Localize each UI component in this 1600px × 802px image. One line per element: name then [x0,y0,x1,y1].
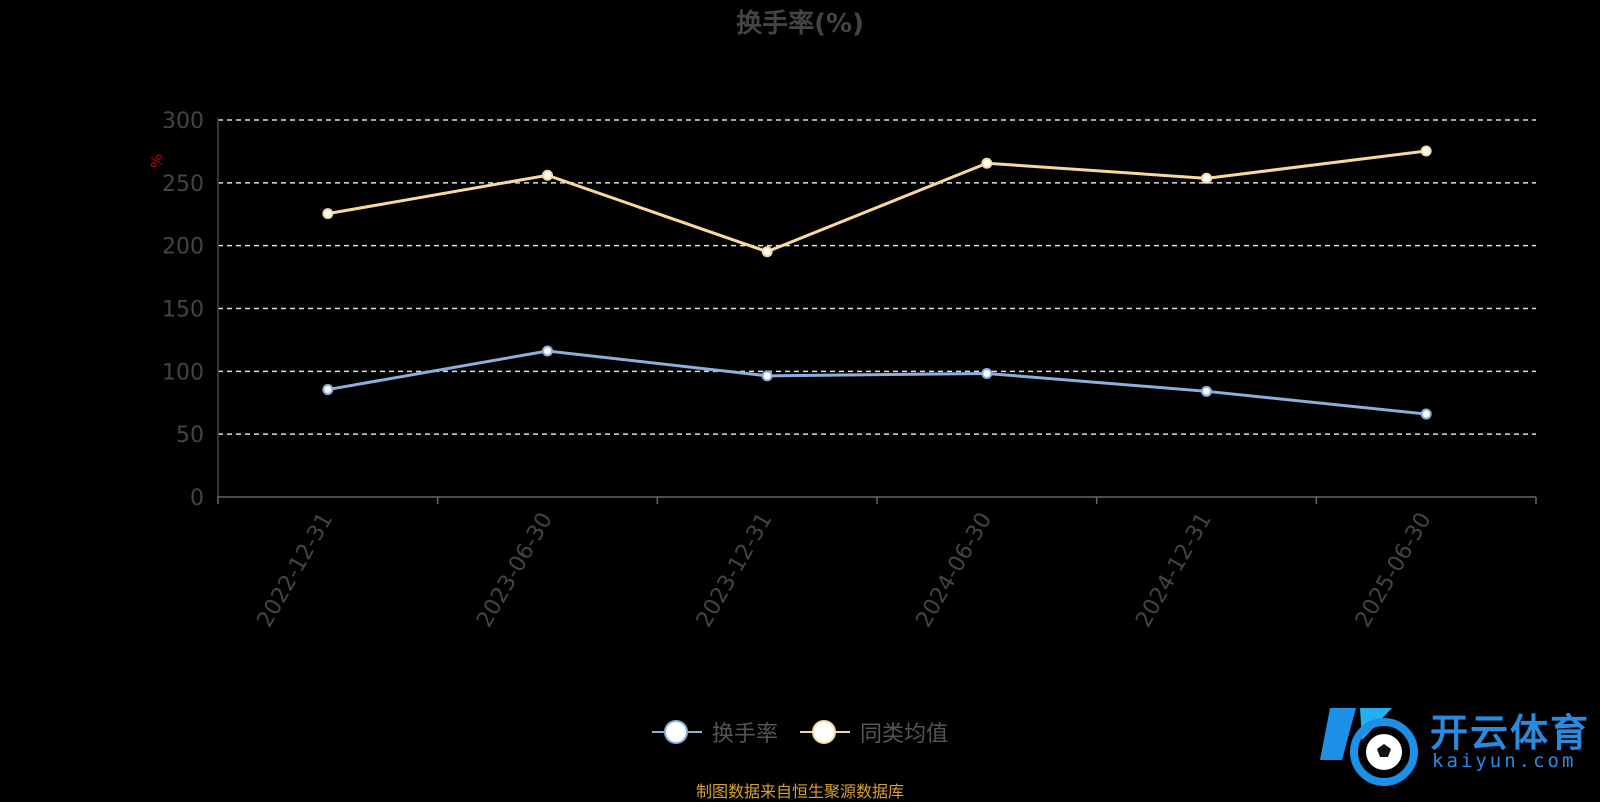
y-tick-label: 50 [176,423,204,448]
watermark-name: 开云体育 [1430,711,1591,755]
data-point-turnover [322,384,334,396]
data-point-turnover [981,367,993,379]
legend-item-peer-average[interactable]: 同类均值 [800,716,948,748]
y-tick-label: 200 [162,235,204,260]
data-point-peer-average [1420,145,1432,157]
legend-item-turnover[interactable]: 换手率 [651,716,778,748]
watermark-logo: 开云体育 kaiyun.com [1312,700,1592,790]
x-tick-label: 2022-12-31 [253,509,339,632]
legend-symbol-peer-average [800,719,850,745]
series-line-peer-average [327,149,1427,254]
watermark-domain: kaiyun.com [1432,750,1577,772]
legend-label-peer-average: 同类均值 [860,722,949,747]
y-tick-label: 300 [162,109,204,134]
chart-legend: 换手率 同类均值 [0,716,1600,748]
soccer-ball-logo-icon [1320,708,1418,786]
y-tick-label: 100 [162,360,204,385]
data-point-peer-average [761,246,773,258]
x-tick-label: 2023-12-31 [692,509,778,632]
data-point-peer-average [322,208,334,220]
y-axis-label: % [148,154,166,168]
x-tick-label: 2024-12-31 [1131,509,1217,632]
data-point-peer-average [1201,172,1212,184]
x-tick-label: 2025-06-30 [1351,509,1437,632]
data-source-note: 制图数据来自恒生聚源数据库 [695,782,904,801]
x-tick-label: 2024-06-30 [912,508,998,631]
x-tick-label: 2023-06-30 [472,509,558,632]
chart-title: 换手率(%) [736,8,864,39]
data-point-peer-average [981,157,993,169]
data-point-turnover [1420,408,1432,420]
data-point-peer-average [542,169,553,181]
data-point-turnover [1201,385,1212,397]
data-point-turnover [542,345,553,357]
series-line-turnover [327,349,1427,416]
y-tick-label: 250 [162,172,204,197]
legend-label-turnover: 换手率 [711,722,778,747]
legend-symbol-turnover [651,719,702,745]
y-tick-label: 150 [162,298,204,323]
y-tick-label: 0 [190,486,204,511]
data-point-turnover [761,370,773,382]
